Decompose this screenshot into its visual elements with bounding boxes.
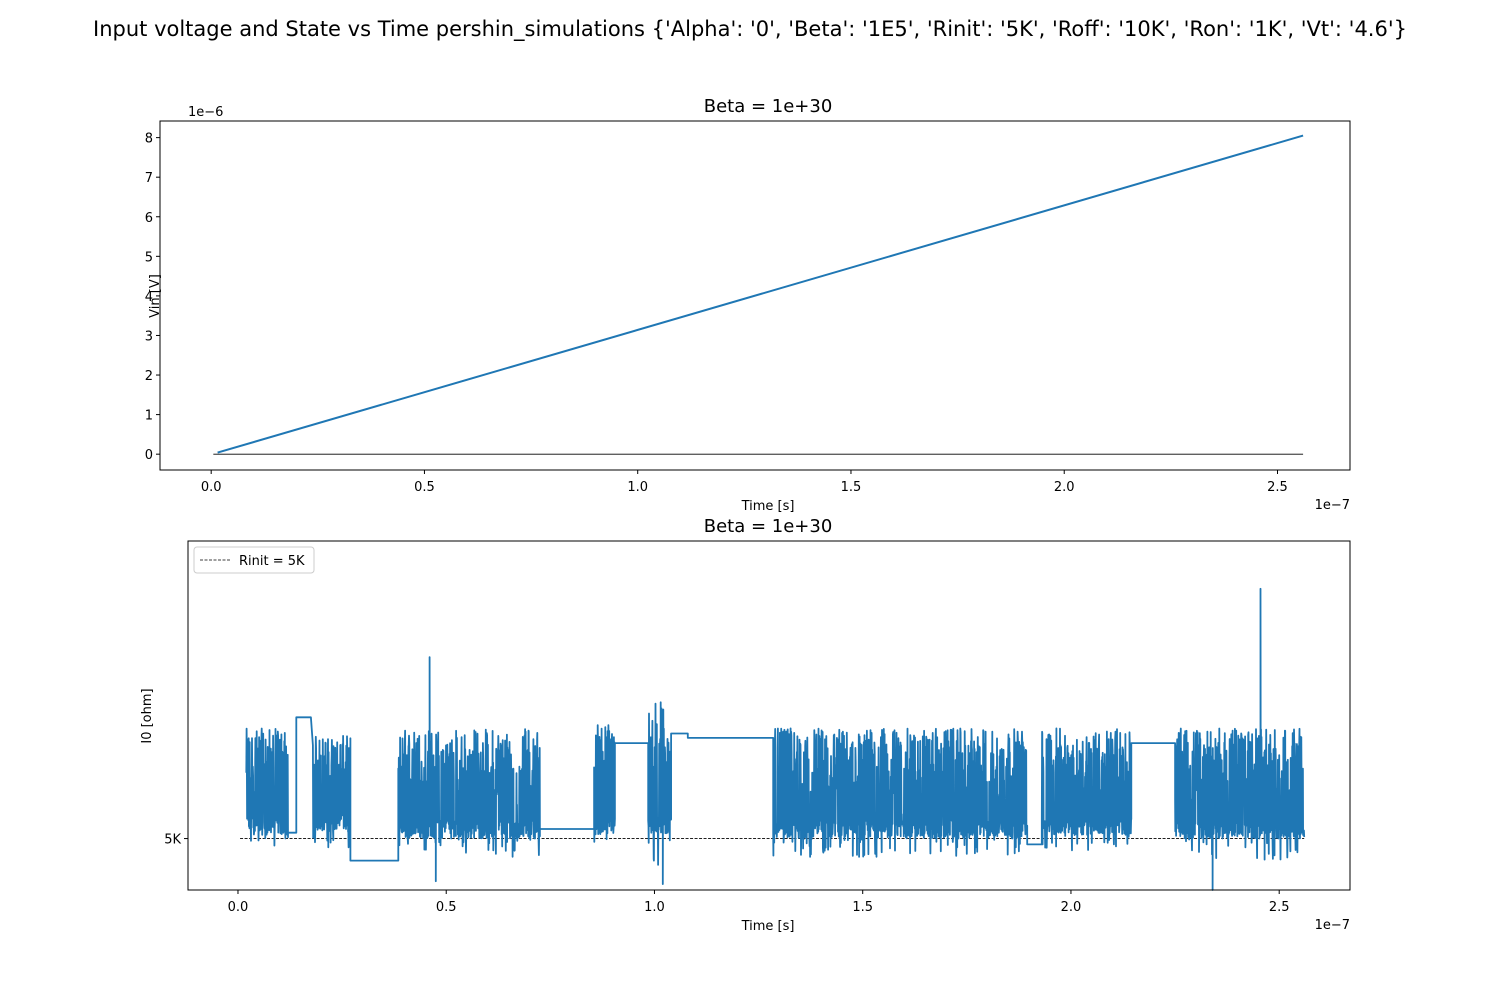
x-tick-label: 0.5: [414, 480, 435, 495]
state-plot-area: [240, 587, 1306, 891]
x-tick-label: 1.0: [644, 900, 665, 915]
vin-plot-area: [213, 134, 1304, 455]
state-x-axis-label: Time [s]: [741, 919, 795, 934]
state-x-ticks: 0.0 0.5 1.0 1.5 2.0 2.5: [228, 890, 1290, 915]
x-tick-label: 1.0: [627, 480, 648, 495]
y-tick-label: 5K: [164, 833, 181, 848]
y-tick-label: 1: [145, 409, 153, 424]
y-tick-label: 0: [145, 448, 153, 463]
state-panel: Beta = 1e+30 0.0 0.5 1.0 1.5 2.0 2.5 5K Time …: [140, 516, 1351, 934]
x-tick-label: 2.0: [1054, 480, 1075, 495]
x-tick-label: 1.5: [852, 900, 873, 915]
x-tick-label: 0.5: [436, 900, 457, 915]
y-tick-label: 6: [145, 211, 153, 226]
y-tick-label: 4: [145, 290, 153, 305]
vin-panel-title: Beta = 1e+30: [704, 96, 833, 117]
figure-title: Input voltage and State vs Time pershin_…: [93, 17, 1407, 42]
y-tick-label: 3: [145, 329, 153, 344]
x-tick-label: 2.5: [1267, 480, 1288, 495]
state-y-ticks: 5K: [164, 833, 188, 848]
state-series-line: [245, 587, 1306, 891]
state-x-offset: 1e−7: [1315, 918, 1350, 933]
legend-label-rinit: Rinit = 5K: [239, 554, 305, 569]
y-tick-label: 7: [145, 171, 153, 186]
x-tick-label: 1.5: [841, 480, 862, 495]
x-tick-label: 0.0: [228, 900, 249, 915]
state-y-axis-label: I0 [ohm]: [140, 688, 155, 743]
y-tick-label: 8: [145, 132, 153, 147]
vin-x-axis-label: Time [s]: [741, 499, 795, 514]
legend: Rinit = 5K: [193, 546, 315, 574]
state-axes-frame: [187, 540, 1351, 891]
y-tick-label: 5: [145, 250, 153, 265]
state-panel-title: Beta = 1e+30: [704, 516, 833, 537]
vin-x-offset: 1e−7: [1315, 498, 1350, 513]
vin-x-ticks: 0.0 0.5 1.0 1.5 2.0 2.5: [201, 470, 1288, 495]
x-tick-label: 2.0: [1061, 900, 1082, 915]
vin-y-ticks: 0 1 2 3 4 5 6 7 8: [145, 132, 160, 463]
vin-y-axis-label: Vin [V]: [148, 274, 163, 318]
x-tick-label: 2.5: [1269, 900, 1290, 915]
x-tick-label: 0.0: [201, 480, 222, 495]
vin-series-line: [217, 134, 1304, 454]
legend-box: [193, 546, 315, 574]
y-tick-label: 2: [145, 369, 153, 384]
vin-y-offset: 1e−6: [188, 105, 223, 120]
vin-panel: Beta = 1e+30 0.0 0.5 1.0 1.5 2.0 2.5 0 1 2 3 4 5 6 7…: [145, 96, 1351, 514]
